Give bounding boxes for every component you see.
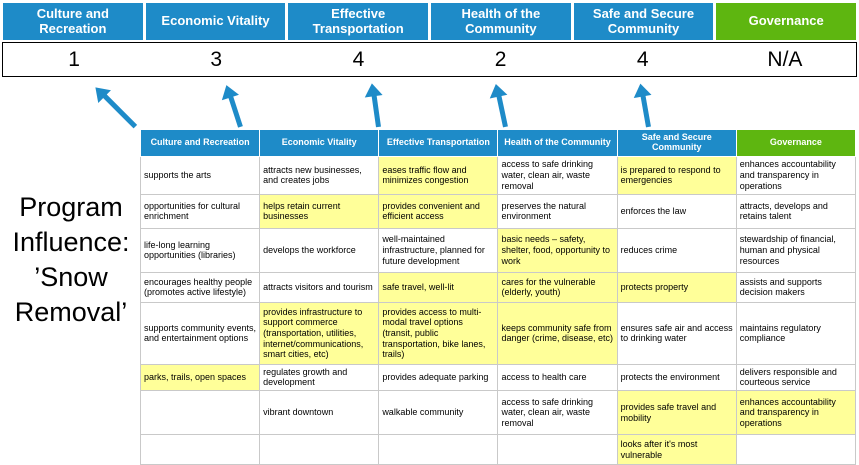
pillar-header-health-of-the-community: Health of the Community xyxy=(431,3,571,40)
matrix-row: opportunities for cultural enrichment hel… xyxy=(139,193,857,229)
program-influence-caption: Program Influence: ’Snow Removal’ xyxy=(12,192,130,328)
arrow-up-icon xyxy=(217,82,249,129)
pillar-header-row: Culture and Recreation Economic Vitality E… xyxy=(3,3,856,40)
matrix-header-health-of-the-community: Health of the Community xyxy=(497,129,618,157)
matrix-cell: helps retain current businesses xyxy=(259,193,380,229)
matrix-cell: enhances accountability and transparency… xyxy=(735,155,857,195)
matrix-row: looks after it's most vulnerable xyxy=(139,434,857,465)
pillar-header-safe-and-secure-community: Safe and Secure Community xyxy=(573,3,714,40)
matrix-cell: access to safe drinking water, clean air… xyxy=(497,390,618,435)
matrix-cell: supports community events, and entertain… xyxy=(139,301,261,365)
matrix-cell: life-long learning opportunities (librar… xyxy=(139,227,261,273)
matrix-row: supports the arts attracts new businesses… xyxy=(139,155,857,195)
arrow-up-icon xyxy=(362,82,387,128)
matrix-cell: supports the arts xyxy=(139,155,261,195)
matrix-row: parks, trails, open spaces regulates grow… xyxy=(139,363,857,392)
matrix-cell: enhances accountability and transparency… xyxy=(735,390,857,435)
arrow-shaft xyxy=(370,93,381,128)
pillar-score-culture-and-recreation: 1 xyxy=(68,47,80,71)
matrix-body: supports the arts attracts new businesses… xyxy=(139,155,857,465)
matrix-cell: vibrant downtown xyxy=(259,390,380,435)
pillar-score-effective-transportation: 4 xyxy=(352,47,365,71)
arrow-up-icon xyxy=(89,81,141,133)
pillar-score-health-of-the-community: 2 xyxy=(494,47,507,71)
pillar-header-economic-vitality: Economic Vitality xyxy=(145,3,286,40)
arrow-shaft xyxy=(227,94,243,128)
matrix-cell: access to health care xyxy=(497,363,618,392)
matrix-cell: provides adequate parking xyxy=(378,363,499,392)
matrix-cell: provides convenient and efficient access xyxy=(378,193,499,229)
pillar-score-economic-vitality: 3 xyxy=(210,47,223,71)
matrix-header-safe-and-secure-community: Safe and Secure Community xyxy=(616,129,737,157)
matrix-header-row: Culture and Recreation Economic Vitality E… xyxy=(139,129,857,157)
matrix-cell: attracts new businesses, and creates job… xyxy=(259,155,380,195)
matrix-cell: keeps community safe from danger (crime,… xyxy=(497,301,618,365)
matrix-cell: enforces the law xyxy=(616,193,737,229)
matrix-row: supports community events, and entertain… xyxy=(139,301,857,365)
arrow-up-icon xyxy=(631,82,656,128)
matrix-cell: walkable community xyxy=(378,390,499,435)
matrix-row: vibrant downtown walkable community access… xyxy=(139,390,857,435)
matrix-cell: provides infrastructure to support comme… xyxy=(259,301,380,365)
matrix-cell xyxy=(139,434,261,465)
matrix-cell: provides safe travel and mobility xyxy=(616,390,737,435)
matrix-cell: encourages healthy people (promotes acti… xyxy=(139,271,261,303)
matrix-cell: provides access to multi-modal travel op… xyxy=(378,301,499,365)
matrix-cell: opportunities for cultural enrichment xyxy=(139,193,261,229)
matrix-header-economic-vitality: Economic Vitality xyxy=(259,129,380,157)
matrix-cell: reduces crime xyxy=(616,227,737,273)
arrow-shaft xyxy=(101,93,137,129)
pillar-score-governance: N/A xyxy=(767,47,803,71)
matrix-cell xyxy=(497,434,618,465)
matrix-row: life-long learning opportunities (librar… xyxy=(139,227,857,273)
matrix-cell: attracts, develops and retains talent xyxy=(735,193,857,229)
matrix-cell: maintains regulatory compliance xyxy=(735,301,857,365)
matrix-header-governance: Governance xyxy=(735,129,857,157)
pillar-header-culture-and-recreation: Culture and Recreation xyxy=(3,3,143,40)
matrix-cell: basic needs – safety, shelter, food, opp… xyxy=(497,227,618,273)
matrix-cell: develops the workforce xyxy=(259,227,380,273)
pillar-score-safe-and-secure-community: 4 xyxy=(636,47,649,71)
arrow-shaft xyxy=(495,94,508,128)
matrix-cell: stewardship of financial, human and phys… xyxy=(735,227,857,273)
matrix-cell: access to safe drinking water, clean air… xyxy=(497,155,618,195)
matrix-cell: cares for the vulnerable (elderly, youth… xyxy=(497,271,618,303)
matrix-cell: protects property xyxy=(616,271,737,303)
matrix-cell xyxy=(378,434,499,465)
matrix-cell: eases traffic flow and minimizes congest… xyxy=(378,155,499,195)
matrix-cell: attracts visitors and tourism xyxy=(259,271,380,303)
pillar-header-effective-transportation: Effective Transportation xyxy=(288,3,428,40)
matrix-cell: assists and supports decision makers xyxy=(735,271,857,303)
matrix-cell: well-maintained infrastructure, planned … xyxy=(378,227,499,273)
matrix-cell: protects the environment xyxy=(616,363,737,392)
pillar-header-governance: Governance xyxy=(716,3,856,40)
matrix-cell xyxy=(139,390,261,435)
matrix-cell: parks, trails, open spaces xyxy=(139,363,261,392)
matrix-cell: ensures safe air and access to drinking … xyxy=(616,301,737,365)
matrix-cell xyxy=(735,434,857,465)
matrix-cell: looks after it's most vulnerable xyxy=(616,434,737,465)
arrow-shaft xyxy=(639,94,651,128)
arrow-up-icon xyxy=(487,82,514,129)
influence-matrix: Culture and Recreation Economic Vitality E… xyxy=(139,129,857,465)
matrix-cell: safe travel, well-lit xyxy=(378,271,499,303)
matrix-cell: regulates growth and development xyxy=(259,363,380,392)
matrix-cell: delivers responsible and courteous servi… xyxy=(735,363,857,392)
matrix-row: encourages healthy people (promotes acti… xyxy=(139,271,857,303)
matrix-header-effective-transportation: Effective Transportation xyxy=(378,129,499,157)
score-strip: 1 3 4 2 4 N/A xyxy=(2,42,857,77)
matrix-cell xyxy=(259,434,380,465)
matrix-header-culture-and-recreation: Culture and Recreation xyxy=(139,129,261,157)
matrix-cell: is prepared to respond to emergencies xyxy=(616,155,737,195)
matrix-cell: preserves the natural environment xyxy=(497,193,618,229)
